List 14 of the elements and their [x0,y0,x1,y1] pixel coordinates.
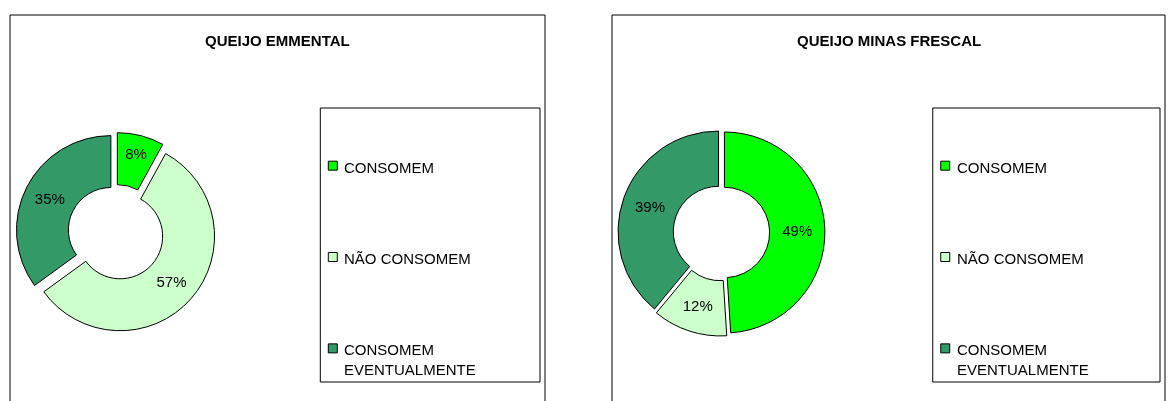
data-label: 39% [634,198,665,216]
chart-title: QUEIJO MINAS FRESCAL [797,32,982,49]
legend-label: NÃO CONSOMEM [957,250,1084,267]
legend-label: CONSOMEM [957,159,1047,176]
data-label: 8% [125,145,147,163]
data-label: 12% [682,296,713,314]
legend-label: CONSOMEM [344,159,434,176]
legend-label: NÃO CONSOMEM [344,250,471,267]
data-label: 35% [34,190,65,208]
legend-label: CONSOMEM EVENTUALMENTE [957,341,1089,378]
chart-title: QUEIJO EMMENTAL [205,32,350,49]
data-label: 57% [156,273,187,291]
legend-label: CONSOMEM EVENTUALMENTE [344,341,476,378]
data-label: 49% [782,221,813,239]
